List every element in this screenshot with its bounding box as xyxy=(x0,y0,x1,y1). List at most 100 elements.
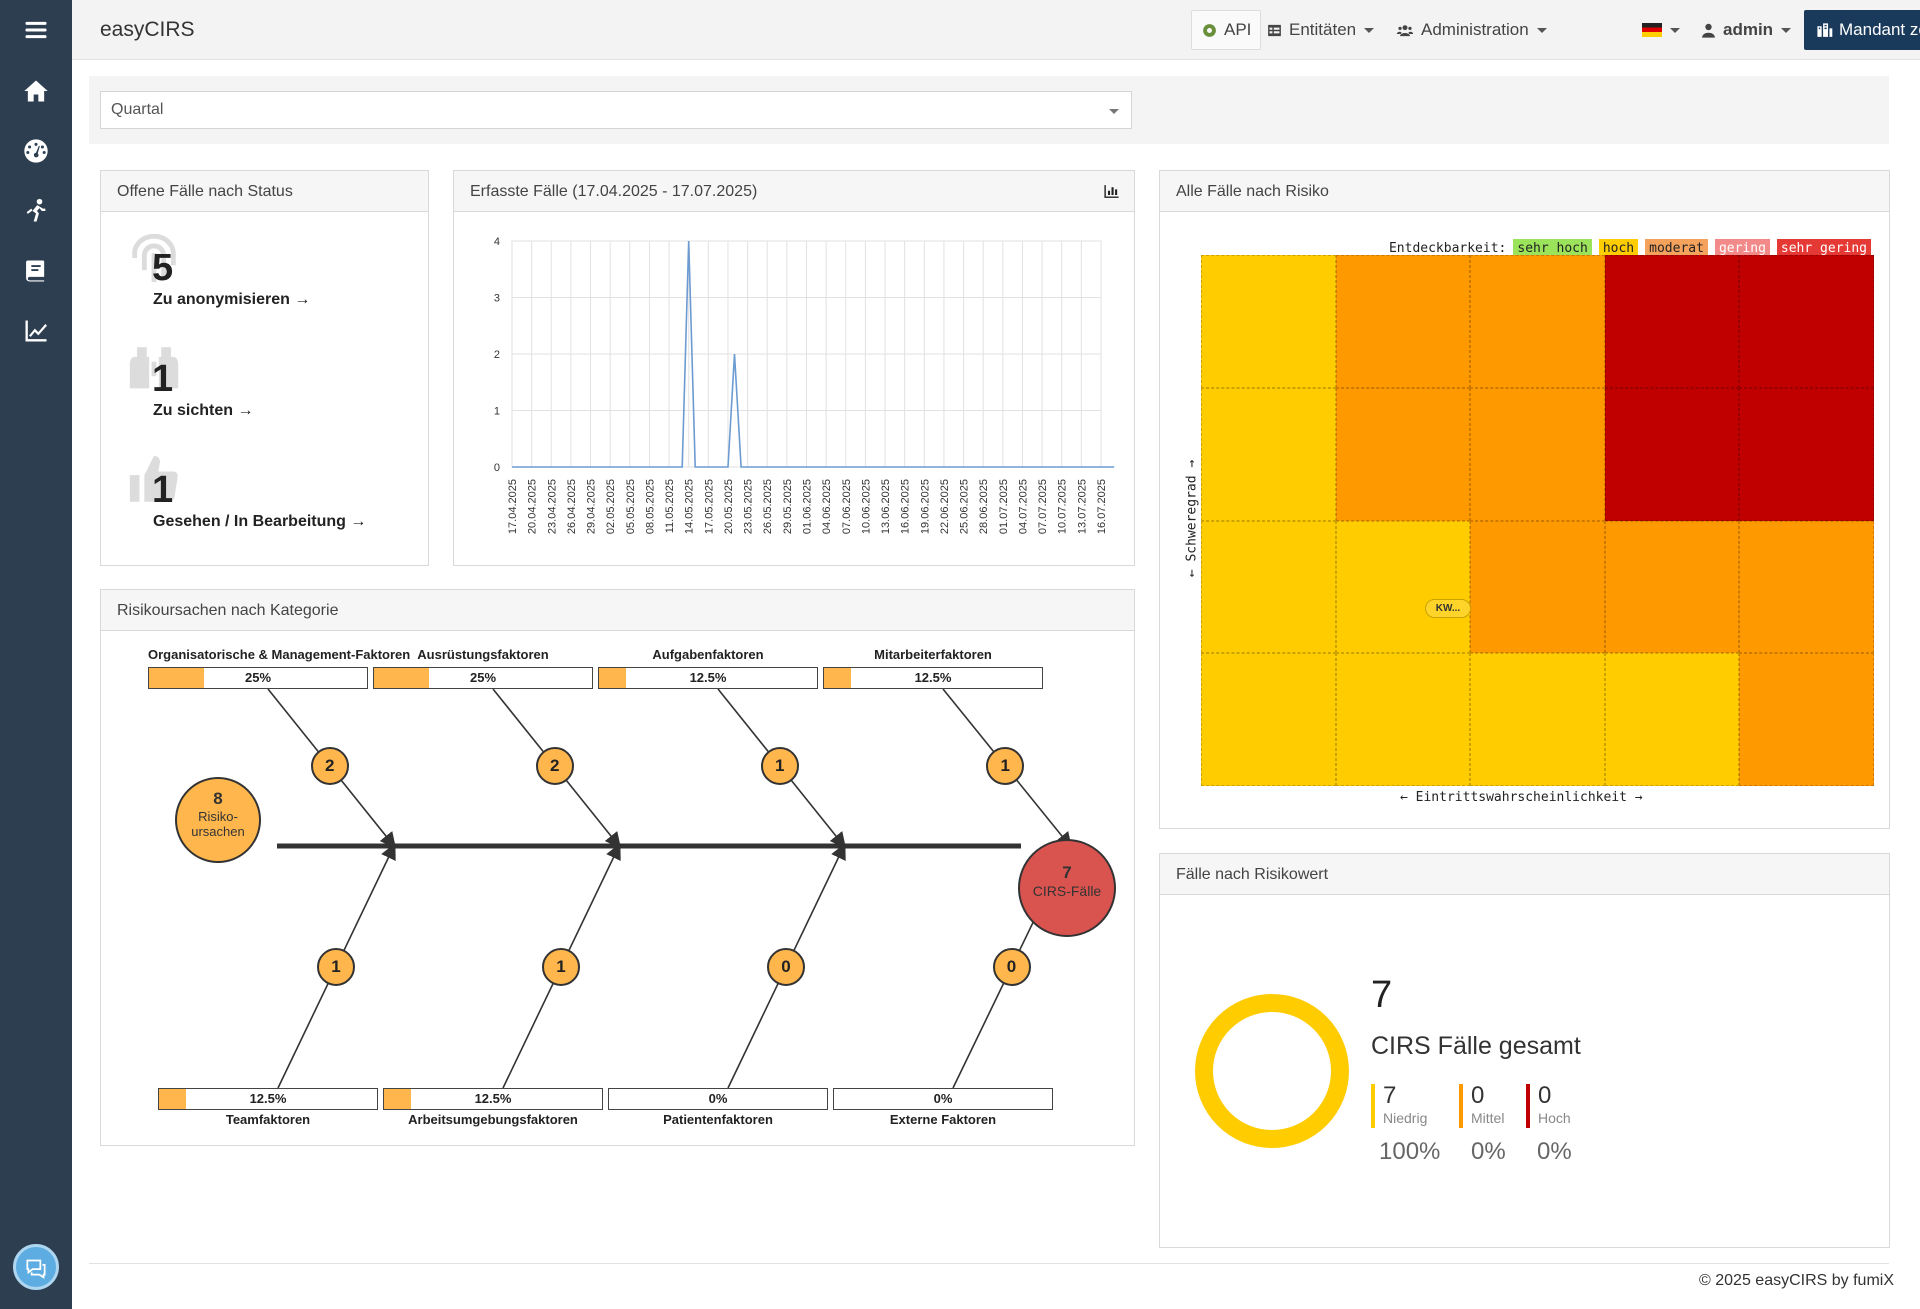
api-button[interactable]: API xyxy=(1191,10,1262,50)
risk-matrix-panel: Alle Fälle nach Risiko Entdeckbarkeit: s… xyxy=(1159,170,1890,829)
dashboard-icon[interactable] xyxy=(20,135,52,167)
heatmap-cell xyxy=(1470,255,1605,388)
right-head-count: 7 xyxy=(1062,863,1072,882)
incident-icon[interactable] xyxy=(20,195,52,227)
chevron-down-icon xyxy=(1781,27,1792,33)
period-select-value: Quartal xyxy=(111,101,164,118)
status-count: 5 xyxy=(152,247,174,289)
x-tick-label: 14.05.2025 xyxy=(684,479,696,534)
y-tick-label: 3 xyxy=(494,293,500,305)
x-tick-label: 13.07.2025 xyxy=(1076,479,1088,534)
menu-icon[interactable] xyxy=(20,14,52,46)
entitaeten-menu[interactable]: Entitäten xyxy=(1266,10,1375,50)
percent-bar-text: 12.5% xyxy=(689,670,727,685)
user-label: admin xyxy=(1723,20,1774,39)
fishbone-percent-bar: 12.5% xyxy=(158,1088,378,1110)
heatmap-cell xyxy=(1335,653,1471,786)
percent-bar-text: 0% xyxy=(933,1091,953,1106)
y-tick-label: 2 xyxy=(494,349,500,361)
x-tick-label: 10.07.2025 xyxy=(1057,479,1069,534)
mandant-label: Mandant zero xyxy=(1839,20,1920,39)
x-tick-label: 22.06.2025 xyxy=(939,479,951,534)
administration-menu[interactable]: Administration xyxy=(1395,10,1547,50)
heatmap-cell xyxy=(1739,387,1874,521)
brand-title[interactable]: easyCIRS xyxy=(100,18,195,41)
case-chip[interactable]: KW... xyxy=(1425,599,1471,618)
x-tick-label: 28.06.2025 xyxy=(978,479,990,534)
heatmap-cell xyxy=(1604,653,1740,786)
administration-label: Administration xyxy=(1421,20,1529,39)
risk-value-title: Fälle nach Risikowert xyxy=(1160,854,1889,895)
fishbone-category-label: Patientenfaktoren xyxy=(663,1112,773,1127)
percent-bar-text: 0% xyxy=(708,1091,728,1106)
mandant-menu[interactable]: Mandant zero xyxy=(1804,10,1920,50)
percent-bar-text: 25% xyxy=(244,670,272,685)
heatmap-cell xyxy=(1604,520,1740,654)
heatmap-cell xyxy=(1739,520,1874,654)
chevron-down-icon xyxy=(1109,109,1119,114)
fishbone-category-label: Mitarbeiterfaktoren xyxy=(874,647,992,662)
left-head-label-2: ursachen xyxy=(191,824,245,839)
top-navbar: easyCIRS API Entitäten Administration ad… xyxy=(72,0,1920,60)
x-tick-label: 25.06.2025 xyxy=(959,479,971,534)
legend-very-low: sehr gering xyxy=(1776,239,1871,258)
donut-slice xyxy=(1195,994,1349,1148)
x-tick-label: 02.05.2025 xyxy=(605,479,617,534)
x-tick-label: 07.07.2025 xyxy=(1037,479,1049,534)
period-select[interactable]: Quartal xyxy=(100,91,1132,129)
user-menu[interactable]: admin xyxy=(1700,10,1792,50)
percent-bar-text: 12.5% xyxy=(474,1091,512,1106)
book-icon[interactable] xyxy=(20,255,52,287)
x-tick-label: 29.04.2025 xyxy=(586,479,598,534)
german-flag-icon xyxy=(1642,23,1662,37)
heatmap-cell xyxy=(1201,255,1336,388)
percent-bar-fill xyxy=(384,1089,412,1109)
heatmap-cell xyxy=(1739,653,1874,786)
footer-divider xyxy=(89,1263,1889,1264)
status-link-in-progress[interactable]: Gesehen / In Bearbeitung → xyxy=(153,513,367,530)
percent-bar-text: 12.5% xyxy=(914,670,952,685)
fishbone-count-circle: 2 xyxy=(535,746,574,785)
status-link-anonymize[interactable]: Zu anonymisieren → xyxy=(153,291,311,308)
fishbone-percent-bar: 0% xyxy=(833,1088,1053,1110)
fishbone-count-circle: 2 xyxy=(310,746,349,785)
legend-title: Entdeckbarkeit: xyxy=(1388,241,1507,256)
percent-bar-fill xyxy=(824,668,852,688)
risk-donut-chart xyxy=(1195,994,1349,1148)
bar-chart-icon[interactable] xyxy=(1103,183,1120,200)
fishbone-percent-bar: 12.5% xyxy=(383,1088,603,1110)
left-head-count: 8 xyxy=(213,789,223,808)
sidebar xyxy=(0,0,72,1309)
x-axis-label: ← Eintrittswahrscheinlichkeit → xyxy=(1400,790,1643,805)
legend-low: gering xyxy=(1714,239,1770,258)
cases-series-line xyxy=(512,240,1115,468)
fishbone-category-label: Organisatorische & Management-Faktoren xyxy=(148,647,411,662)
risk-heatmap: KW... xyxy=(1201,255,1874,786)
heatmap-cell xyxy=(1604,255,1740,388)
language-menu[interactable] xyxy=(1642,10,1680,50)
fishbone-percent-bar: 0% xyxy=(608,1088,828,1110)
stat-high-count: 0 xyxy=(1538,1082,1552,1109)
percent-bar-text: 25% xyxy=(469,670,497,685)
stat-low-pct: 100% xyxy=(1379,1138,1441,1165)
stat-medium-count: 0 xyxy=(1471,1082,1485,1109)
fishbone-percent-bar: 25% xyxy=(373,667,593,689)
user-icon xyxy=(1702,23,1715,38)
x-tick-label: 10.06.2025 xyxy=(860,479,872,534)
percent-bar-fill xyxy=(599,668,627,688)
binoculars-icon xyxy=(129,347,179,389)
building-icon xyxy=(1817,22,1833,37)
status-count: 1 xyxy=(152,469,174,511)
stat-high: 0 Hoch xyxy=(1526,1084,1571,1128)
chat-icon[interactable] xyxy=(13,1244,59,1290)
x-tick-label: 13.06.2025 xyxy=(880,479,892,534)
legend-high: hoch xyxy=(1598,239,1639,258)
x-tick-label: 01.06.2025 xyxy=(802,479,814,534)
home-icon[interactable] xyxy=(20,75,52,107)
status-link-review[interactable]: Zu sichten → xyxy=(153,402,254,419)
fishbone-category-label: Teamfaktoren xyxy=(225,1112,311,1127)
filter-bar: Quartal xyxy=(89,76,1889,144)
chart-line-icon[interactable] xyxy=(20,315,52,347)
x-tick-label: 26.04.2025 xyxy=(566,479,578,534)
fishbone-count-circle: 1 xyxy=(760,746,799,785)
